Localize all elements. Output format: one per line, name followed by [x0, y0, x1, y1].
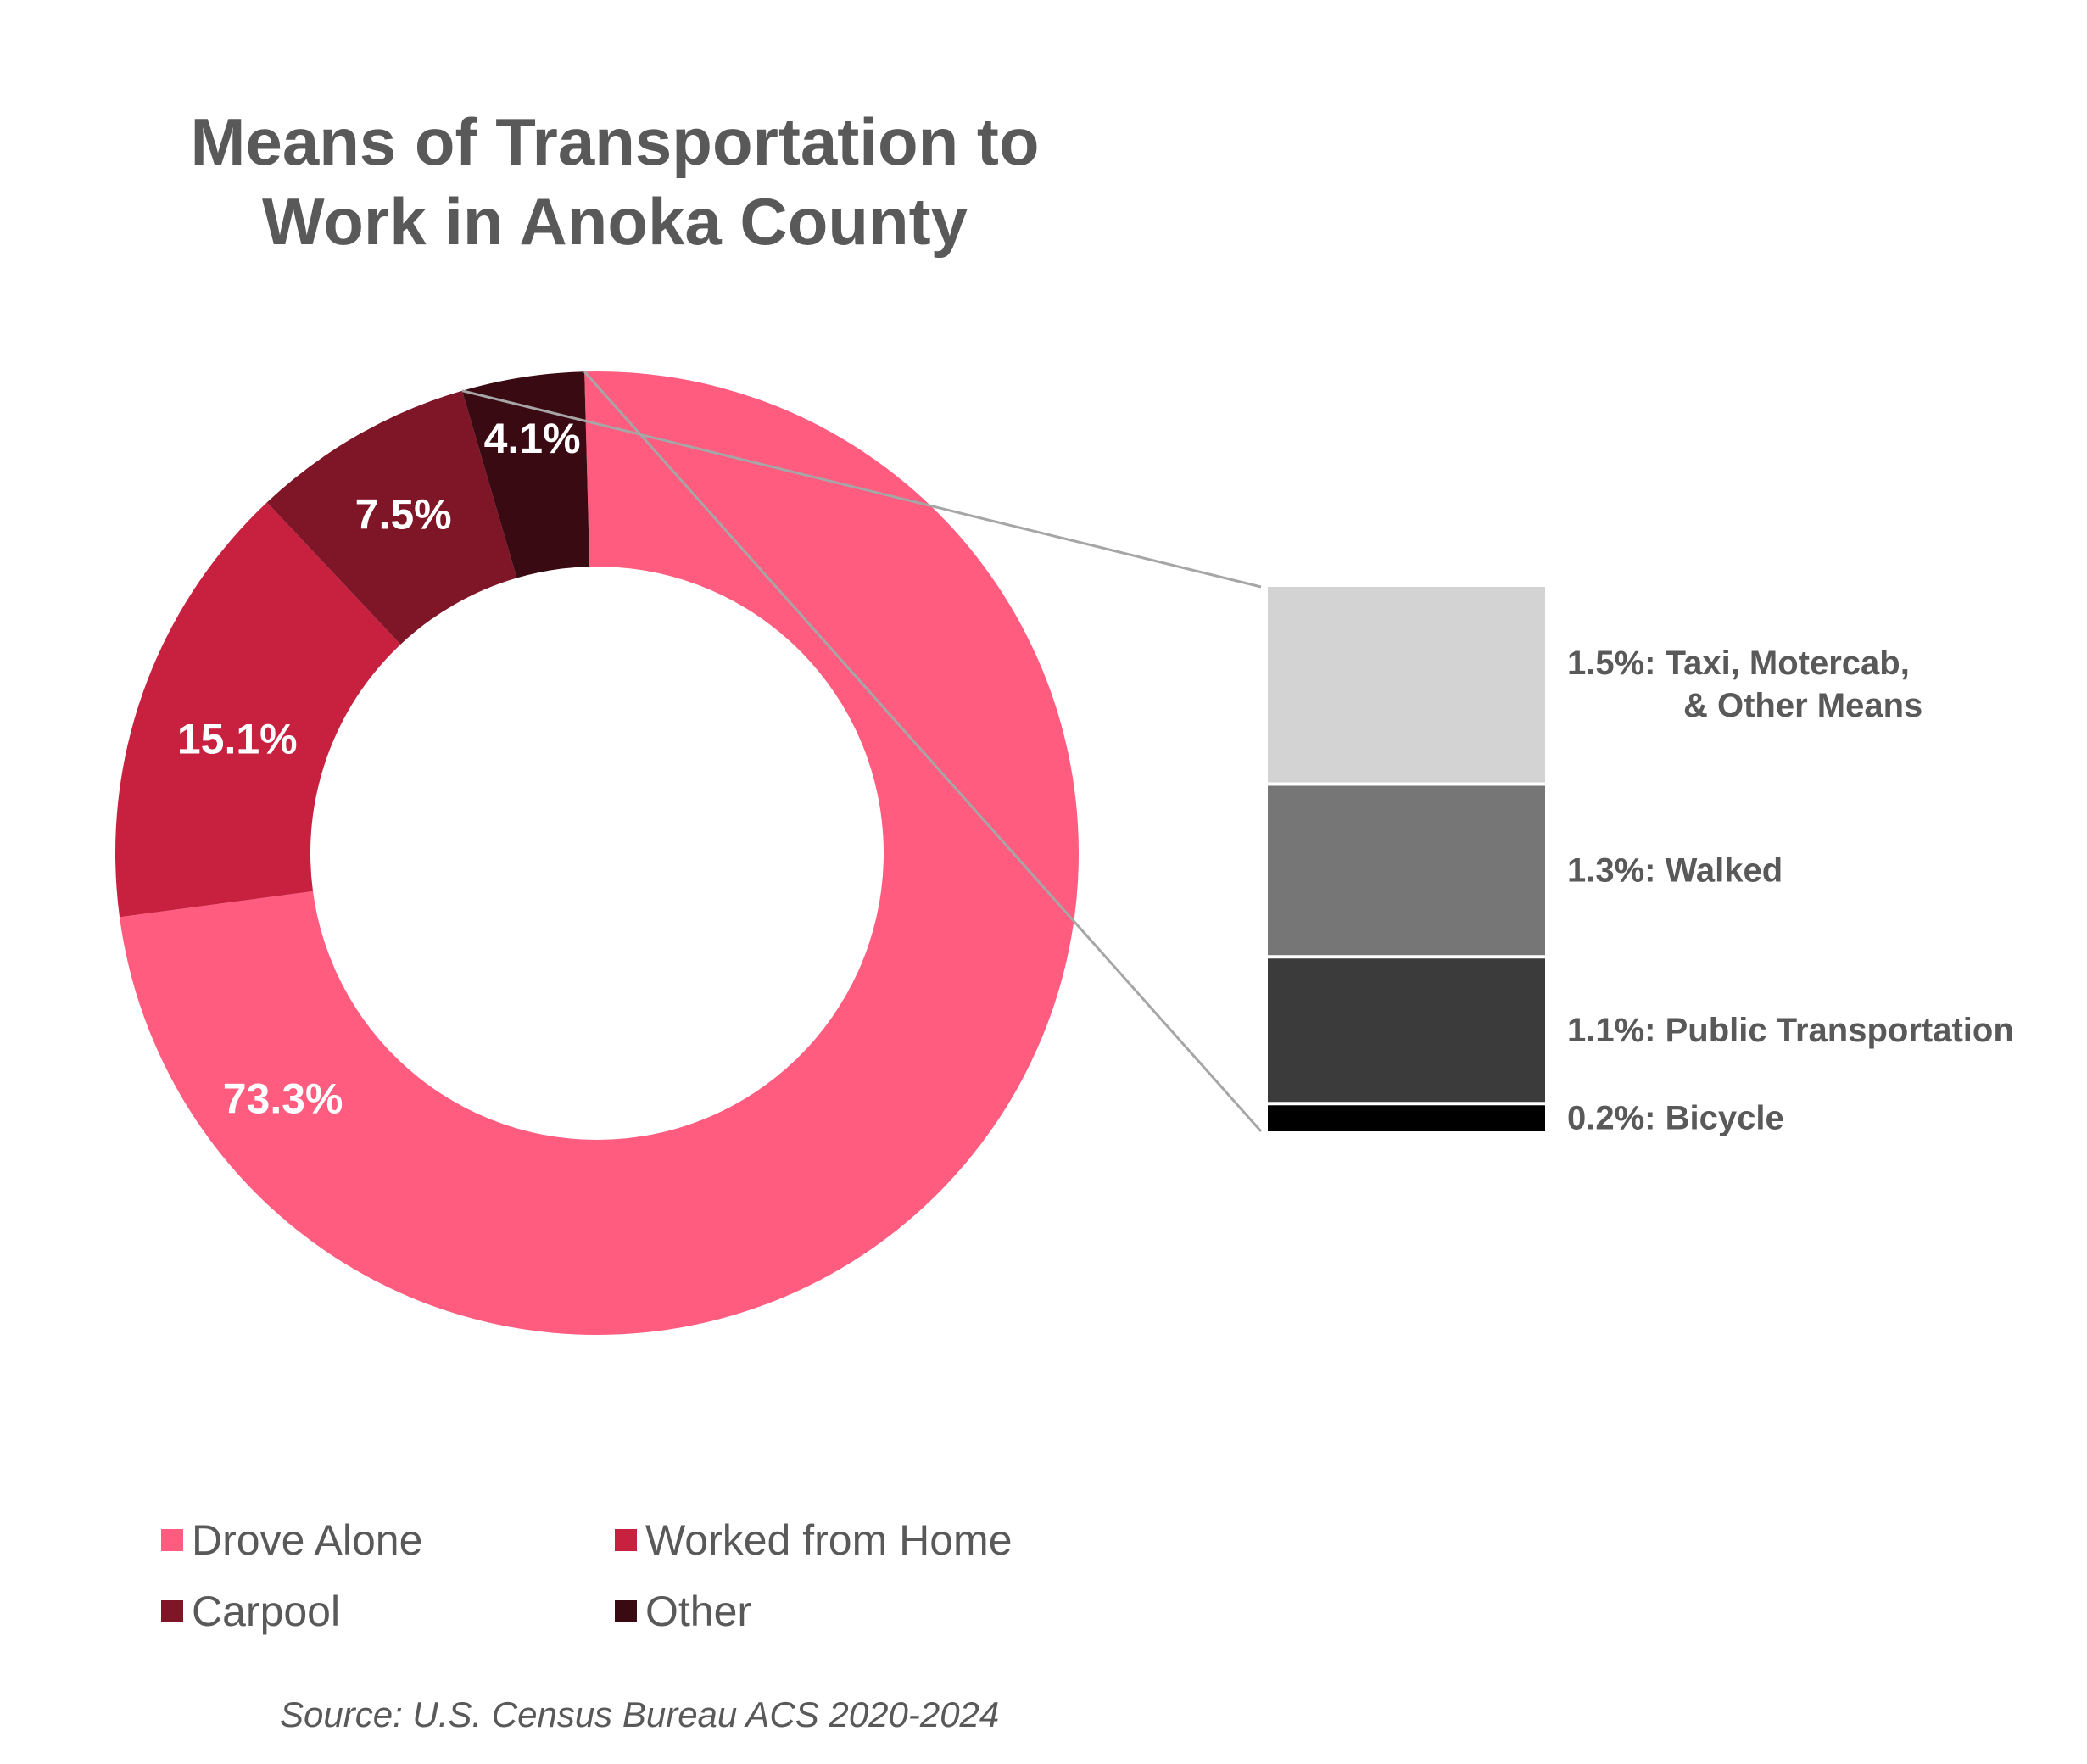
breakdown-bar-segment — [1268, 958, 1545, 1102]
chart-title-line-2: Work in Anoka County — [261, 184, 968, 259]
breakdown-label: 1.5%: Taxi, Motercab, — [1567, 645, 1910, 682]
breakdown-bar-segment — [1268, 785, 1545, 956]
donut-slice-carpool — [266, 390, 517, 645]
legend-label: Worked from Home — [645, 1516, 1013, 1564]
donut-slice-worked-from-home — [115, 502, 401, 918]
legend-label: Other — [645, 1588, 752, 1635]
chart-legend: Drove Alone Worked from Home Carpool Oth… — [161, 1516, 1094, 1635]
donut-data-label: 4.1% — [484, 415, 581, 462]
breakdown-label: 1.3%: Walked — [1567, 851, 1783, 889]
chart-title: Means of Transportation to Work in Anoka… — [51, 102, 1179, 261]
legend-item-worked-from-home: Worked from Home — [615, 1516, 1069, 1564]
donut-data-label: 15.1% — [177, 716, 298, 763]
legend-label: Carpool — [192, 1588, 341, 1635]
legend-swatch — [161, 1600, 183, 1622]
source-note: Source: U.S. Census Bureau ACS 2020-2024 — [280, 1694, 1000, 1734]
connector-line-top — [461, 389, 1262, 589]
legend-swatch — [615, 1600, 637, 1622]
donut-slice-other — [461, 371, 590, 578]
breakdown-label: 0.2%: Bicycle — [1567, 1100, 1784, 1137]
connector-line-bottom — [583, 371, 1263, 1132]
legend-item-carpool: Carpool — [161, 1588, 615, 1635]
breakdown-label: 1.1%: Public Transportation — [1567, 1012, 2014, 1049]
chart-title-line-1: Means of Transportation to — [190, 104, 1040, 179]
donut-data-label: 73.3% — [223, 1075, 343, 1122]
legend-swatch — [615, 1529, 637, 1551]
legend-label: Drove Alone — [192, 1516, 423, 1564]
legend-swatch — [161, 1529, 183, 1551]
legend-item-other: Other — [615, 1588, 1069, 1635]
breakdown-bar-segment — [1268, 1105, 1545, 1131]
donut-data-label: 7.5% — [355, 491, 452, 539]
breakdown-bar-segment — [1268, 587, 1545, 783]
donut-slice-drove-alone — [120, 371, 1080, 1335]
breakdown-label: & Other Means — [1683, 687, 1922, 724]
legend-item-drove-alone: Drove Alone — [161, 1516, 615, 1564]
